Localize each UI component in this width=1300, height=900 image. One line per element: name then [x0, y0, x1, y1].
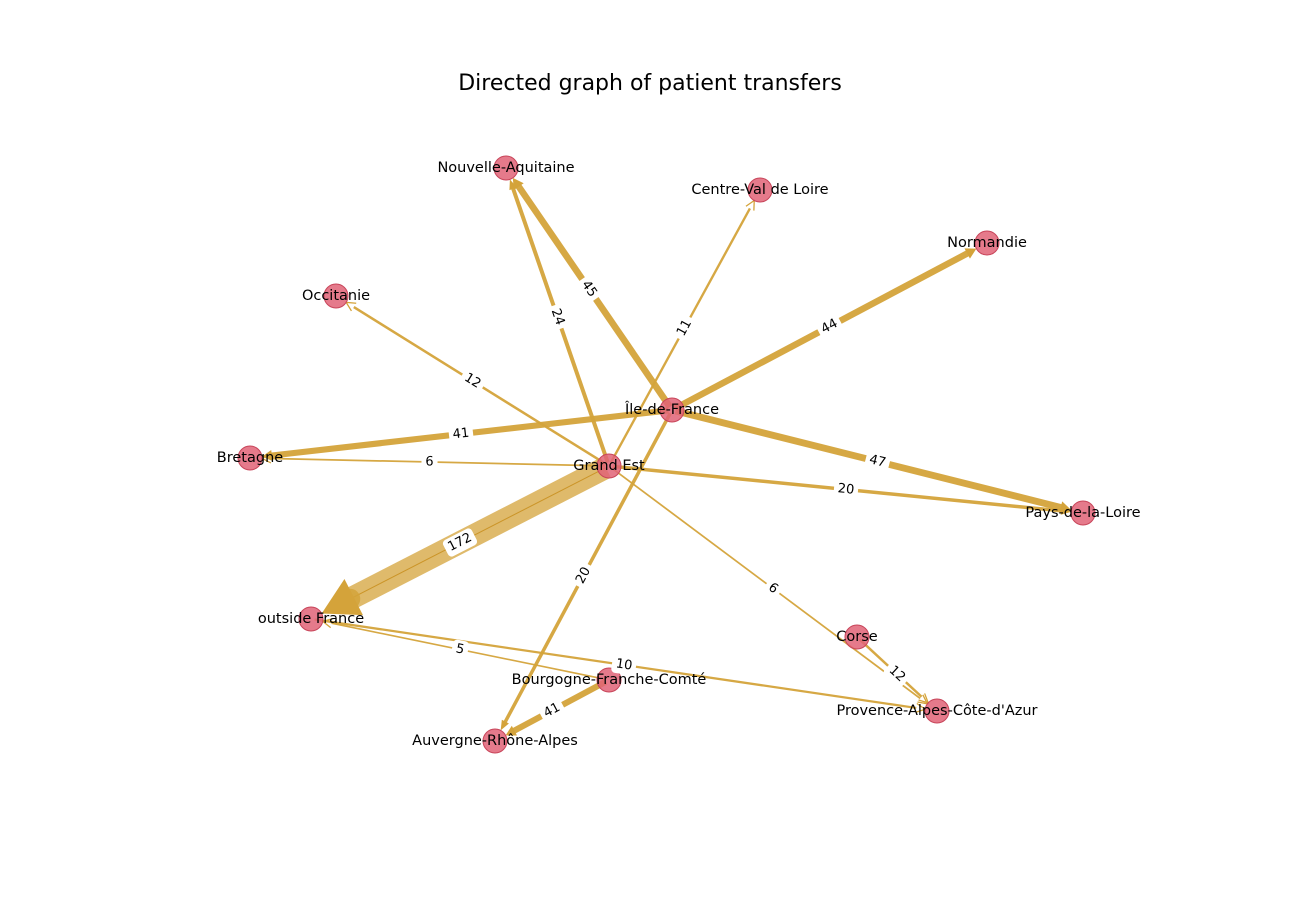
edge-label-text: 41 — [541, 700, 563, 721]
node-idf — [659, 397, 685, 423]
node-label-norm: Normandie — [947, 235, 1027, 251]
edge-label-text: 44 — [819, 316, 841, 337]
edge-label-ge-to-na: 24 — [546, 303, 569, 331]
node-ge — [596, 453, 622, 479]
edge-label-bg — [458, 368, 487, 394]
edge-label-bg — [672, 314, 697, 342]
edge-label-idf-to-na: 45 — [576, 275, 602, 303]
edge-label-text: 47 — [868, 452, 888, 471]
edge-label-bfc-to-ara: 41 — [538, 698, 566, 723]
edge-label-text: 10 — [615, 656, 634, 673]
node-label-occ: Occitanie — [302, 288, 370, 304]
edge-label-bg — [611, 654, 637, 676]
node-norm — [974, 230, 1000, 256]
node-label-bfc: Bourgogne-Franche-Comté — [512, 672, 707, 688]
node-bfc — [596, 667, 622, 693]
edge-label-bg — [451, 639, 469, 660]
edge-label-idf-to-ara: 20 — [571, 561, 596, 590]
edge-arrowhead — [505, 725, 517, 736]
node-label-corse: Corse — [836, 629, 878, 645]
edge-label-bg — [442, 528, 478, 557]
node-label-pdl: Pays-de-la-Loire — [1025, 505, 1140, 521]
node-cvl — [747, 177, 773, 203]
edge-label-bg — [815, 314, 844, 339]
node-label-cvl: Centre-Val de Loire — [691, 182, 828, 198]
edge-label-ge-to-cvl: 11 — [672, 314, 697, 342]
edge-label-text: 41 — [452, 426, 470, 443]
node-label-na: Nouvelle-Aquitaine — [437, 160, 574, 176]
edge-label-ge-to-bret: 6 — [421, 452, 438, 472]
edge-arrowhead — [509, 179, 517, 191]
edge-label-bg — [571, 561, 596, 590]
nodes-layer — [237, 155, 1096, 754]
node-pdl — [1070, 500, 1096, 526]
node-paca — [924, 698, 950, 724]
edge-ge-to-out — [321, 457, 611, 616]
edges-layer — [260, 177, 1072, 736]
node-bret — [237, 445, 263, 471]
node-labels-layer: Île-de-France Grand Est Nouvelle-Aquitaine… — [217, 160, 1141, 749]
node-label-out: outside France — [258, 611, 364, 627]
edge-label-text: 20 — [573, 565, 594, 587]
edge-label-idf-to-bret: 41 — [448, 424, 474, 444]
edge-label-idf-to-norm: 44 — [815, 314, 844, 339]
edge-arrowhead — [321, 579, 363, 616]
edge-arrowhead — [964, 248, 977, 259]
edge-label-bg — [576, 275, 602, 303]
edge-label-ge-to-pdl: 20 — [833, 479, 859, 500]
graph-title: Directed graph of patient transfers — [458, 71, 842, 96]
edge-arrowhead — [500, 719, 509, 731]
edge-label-bg — [448, 424, 474, 444]
edge-label-text: 5 — [454, 641, 465, 657]
edge-label-corse-to-paca: 12 — [883, 660, 911, 688]
edge-label-text: 11 — [674, 317, 695, 339]
edge-arrowhead — [1060, 506, 1072, 515]
edge-label-bg — [421, 452, 438, 472]
node-corse — [844, 624, 870, 650]
edge-label-ge-to-occ: 12 — [458, 368, 487, 394]
edge-label-text: 12 — [462, 370, 484, 391]
node-label-paca: Provence-Alpes-Côte-d'Azur — [836, 703, 1037, 719]
edge-label-bg — [833, 479, 859, 500]
node-out — [298, 606, 324, 632]
edge-line — [331, 622, 606, 681]
edge-label-text: 20 — [837, 481, 855, 498]
node-label-idf: Île-de-France — [624, 400, 719, 418]
edge-line — [611, 467, 921, 700]
edge-label-bg — [762, 578, 784, 599]
edge-label-bg — [546, 303, 569, 331]
edge-label-idf-to-pdl: 47 — [864, 450, 891, 473]
edge-label-out-to-paca: 10 — [611, 654, 637, 676]
node-na — [493, 155, 519, 181]
node-label-ara: Auvergne-Rhône-Alpes — [412, 733, 578, 749]
edge-label-text: 24 — [548, 307, 568, 328]
node-occ — [323, 283, 349, 309]
node-label-ge: Grand Est — [573, 458, 645, 474]
edge-label-bg — [883, 660, 911, 688]
edge-label-ge-to-paca: 6 — [762, 578, 784, 599]
edge-label-text: 6 — [425, 454, 434, 469]
edge-label-bg — [538, 698, 566, 723]
edge-label-bg — [864, 450, 891, 473]
node-label-bret: Bretagne — [217, 450, 283, 466]
node-ara — [482, 728, 508, 754]
edge-label-bfc-to-out: 5 — [451, 639, 469, 660]
edge-line — [270, 457, 606, 467]
